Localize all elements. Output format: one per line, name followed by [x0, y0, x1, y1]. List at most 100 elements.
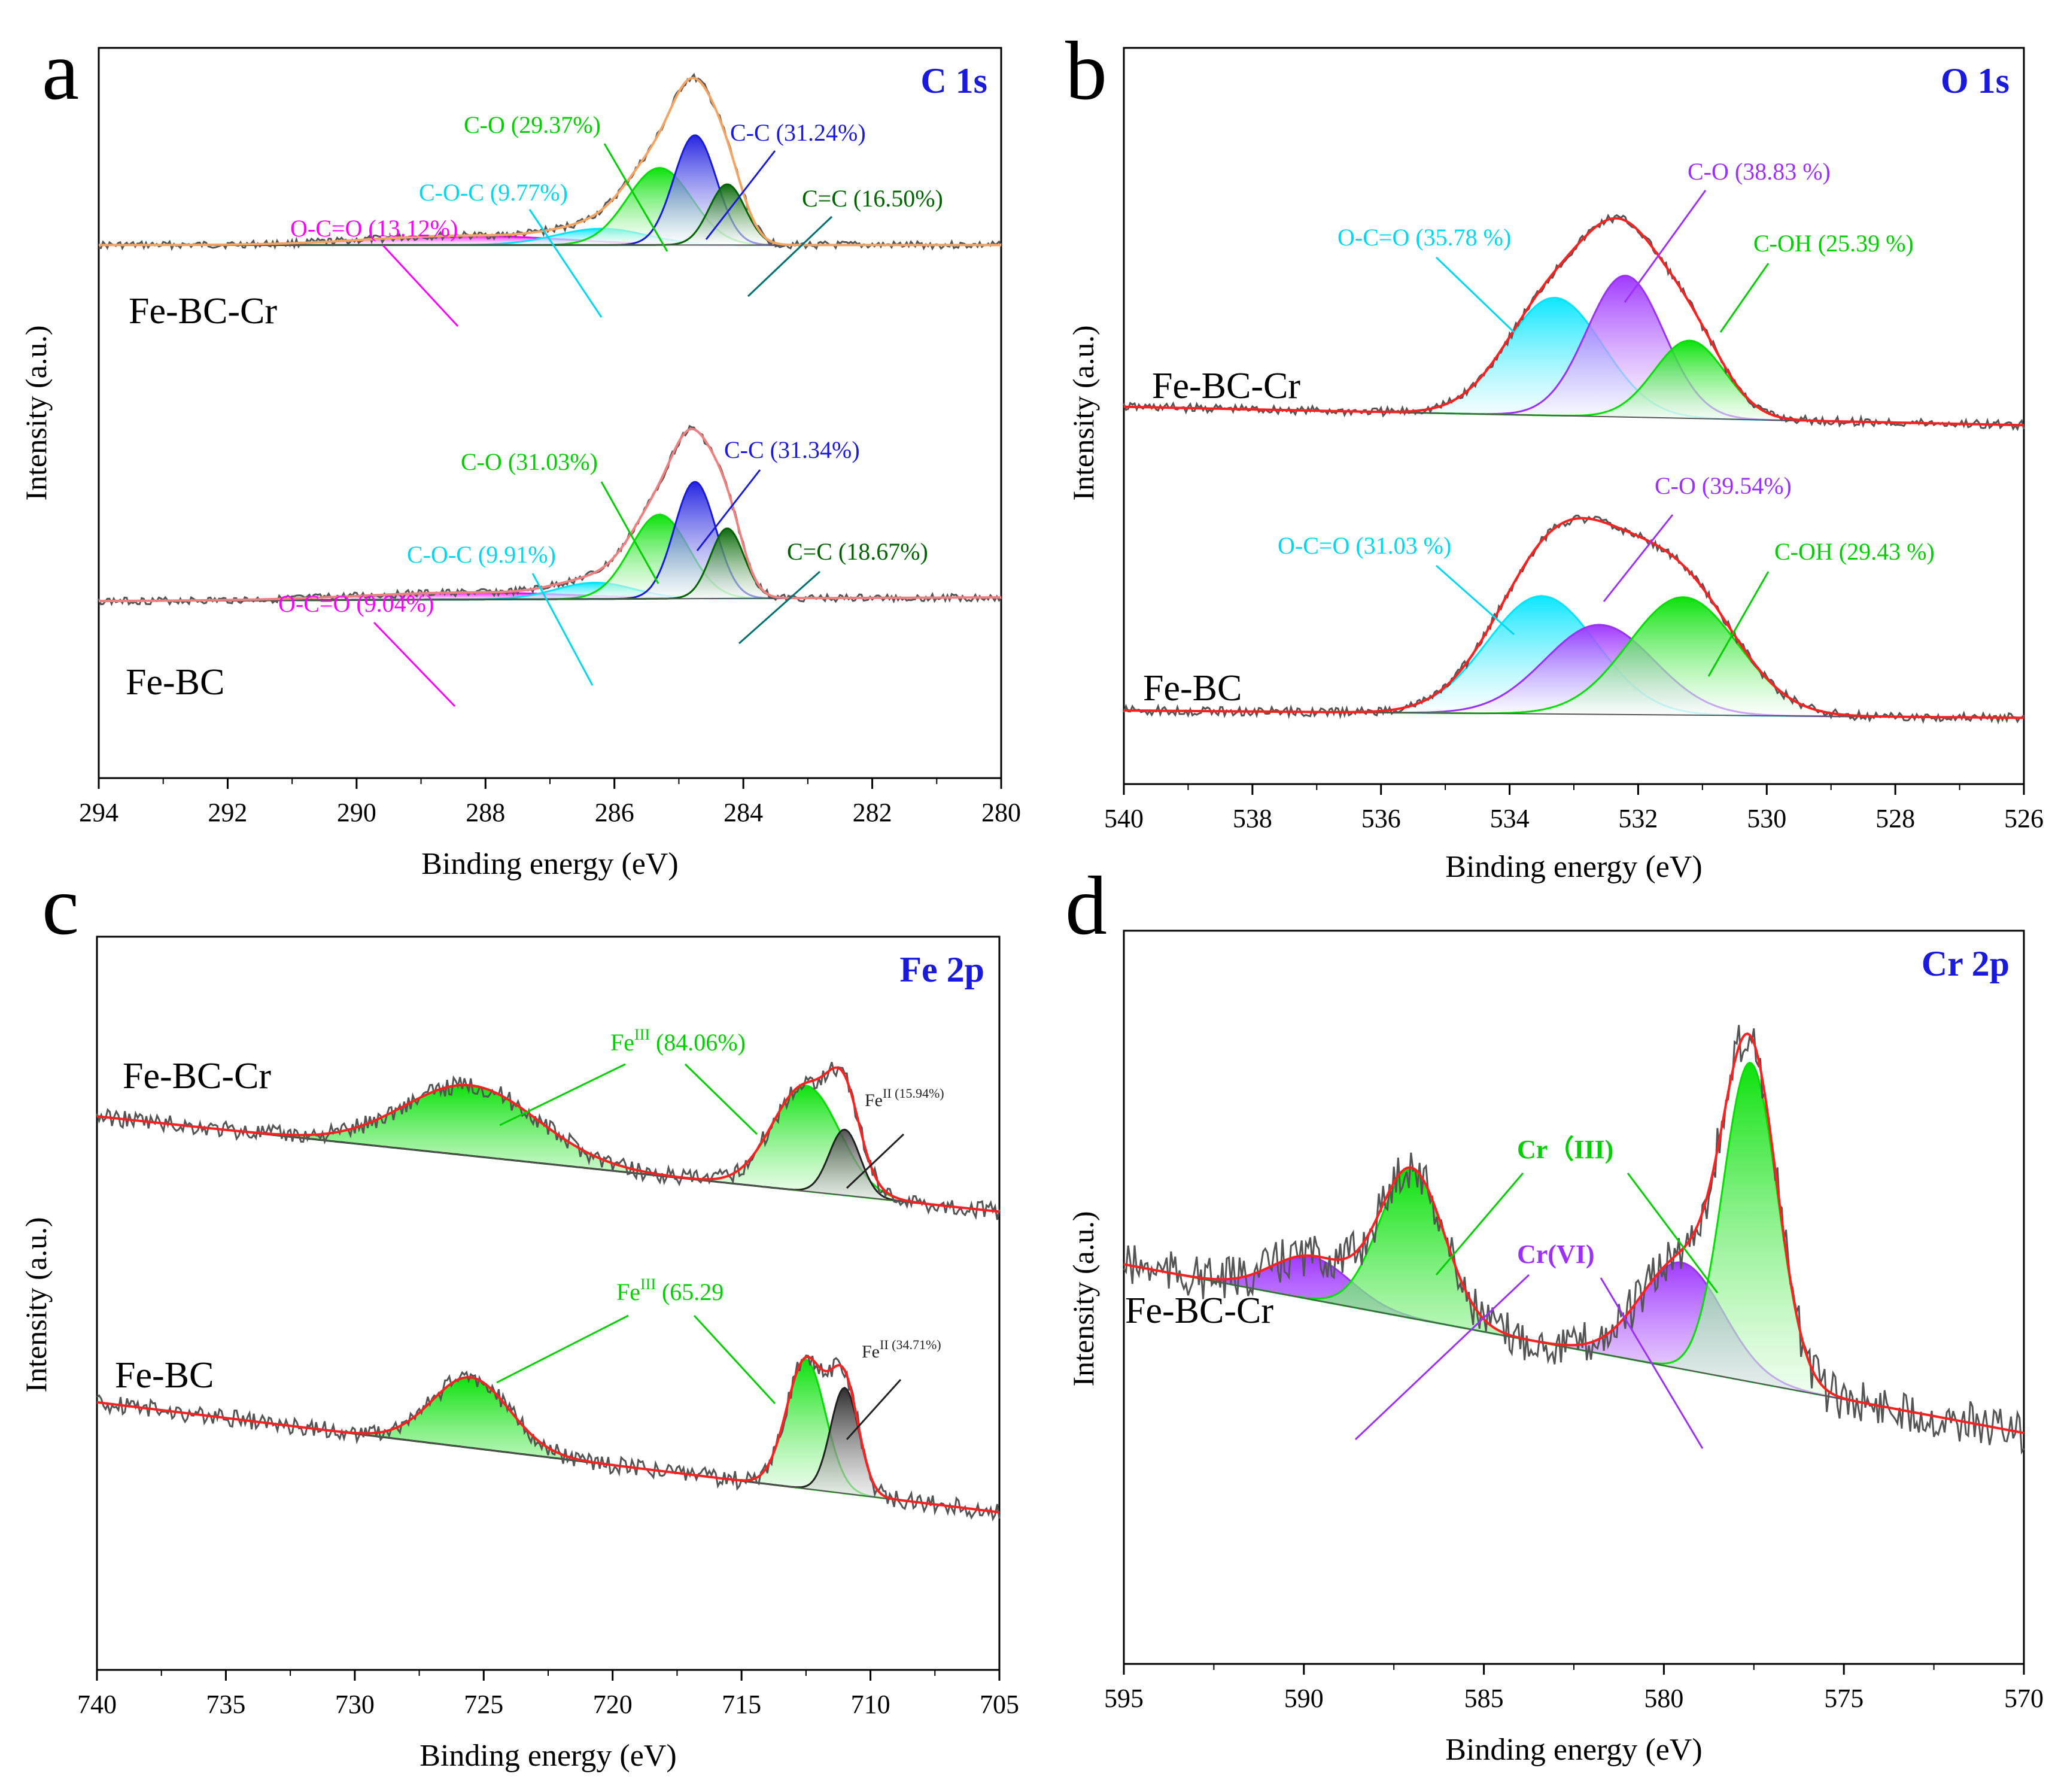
- fit-envelope-c-1: [96, 1355, 1000, 1514]
- plot-frame-c: [96, 936, 1001, 1671]
- annot-d-criii: Cr（III): [1517, 1135, 1613, 1164]
- component-fill-c-0-FeIII-2p3/2: [97, 1085, 999, 1212]
- x-tick-label-c-7: 705: [980, 1690, 1019, 1719]
- leader-a-1-co: [600, 481, 659, 584]
- fit-envelope-d-0: [1123, 1032, 2024, 1435]
- annot-c-0-fe3-val: (84.06%): [650, 1029, 746, 1056]
- x-tick-label-a-4: 286: [595, 798, 634, 827]
- annot-a-0-co: C-O (29.37%): [464, 111, 601, 138]
- x-tick-label-a-1: 292: [208, 798, 247, 827]
- x-tick-label-c-0: 740: [77, 1690, 117, 1719]
- panel-title-a: C 1s: [920, 61, 987, 101]
- annot-c-0-fe3: FeIII (84.06%): [610, 1026, 746, 1056]
- leader-a-0-co: [603, 143, 668, 252]
- leader-b-1-co: [1603, 514, 1674, 602]
- x-tick-label-c-2: 730: [335, 1690, 375, 1719]
- sample-label-d-0: Fe-BC-Cr: [1125, 1290, 1273, 1331]
- fit-envelope-b-0: [1123, 217, 2024, 427]
- component-fill-b-0-C-O: [1124, 275, 2024, 426]
- annot-c-0-fe3-sup: III: [634, 1026, 650, 1043]
- annot-a-1-cc: C-C (31.34%): [724, 436, 860, 463]
- leader-c-0-fe2: [846, 1133, 905, 1189]
- annot-a-1-coc: C-O-C (9.91%): [407, 541, 556, 568]
- annot-b-0-coh: C-OH (25.39 %): [1753, 230, 1914, 257]
- x-axis-label-d: Binding energy (eV): [1445, 1733, 1702, 1767]
- x-tick-label-b-1: 538: [1233, 804, 1272, 833]
- x-tick-label-c-4: 720: [593, 1690, 633, 1719]
- x-tick-label-b-5: 530: [1747, 804, 1786, 833]
- raw-spectrum-c-0: [96, 1062, 1001, 1220]
- sample-label-b-1: Fe-BC: [1143, 668, 1242, 709]
- x-tick-label-a-7: 280: [981, 798, 1021, 827]
- x-tick-label-a-3: 288: [466, 798, 505, 827]
- annot-b-1-ocdo: O-C=O (31.03 %): [1278, 532, 1451, 559]
- component-fill-c-0-FeIII-2p1/2: [97, 1085, 999, 1212]
- leader-a-0-cc: [705, 150, 776, 240]
- component-fill-d-0-CrIII-b: [1124, 1062, 2024, 1433]
- leader-b-0-ocdo: [1435, 256, 1515, 333]
- leader-b-1-coh: [1707, 571, 1770, 677]
- fit-envelope-a-0: [99, 77, 1001, 247]
- panel-letter-b: b: [1065, 25, 1107, 117]
- leader-a-1-coc: [531, 573, 594, 686]
- annotations-a: C-C (31.24%) C-O (29.37%) C-O-C (9.77%) …: [278, 111, 943, 707]
- annot-c-1-fe3: FeIII (65.29: [616, 1275, 724, 1305]
- annot-b-0-co: C-O (38.83 %): [1688, 158, 1831, 185]
- leader-a-1-cdc: [738, 570, 820, 645]
- panel-d-cr2p: d Cr 2p 595 590 585 580 575 570 Fe-BC-Cr Cr（I…: [1065, 859, 2044, 1767]
- panel-title-d: Cr 2p: [1922, 944, 2010, 983]
- raw-spectrum-d-0: [1123, 1025, 2025, 1455]
- annot-c-0-fe3-base: Fe: [610, 1029, 634, 1056]
- y-axis-label-c: Intensity (a.u.): [19, 1217, 53, 1393]
- x-tick-label-d-5: 570: [2004, 1684, 2044, 1713]
- annot-b-1-coh: C-OH (29.43 %): [1774, 538, 1935, 565]
- y-axis-label-d: Intensity (a.u.): [1066, 1211, 1100, 1387]
- raw-spectrum-c-1: [96, 1354, 1001, 1521]
- x-tick-label-c-5: 715: [722, 1690, 761, 1719]
- sample-label-b-0: Fe-BC-Cr: [1152, 366, 1300, 406]
- annot-b-0-ocdo: O-C=O (35.78 %): [1337, 224, 1511, 251]
- leader-c-0-fe3-b: [684, 1063, 758, 1135]
- annot-d-crvi: Cr(VI): [1517, 1240, 1595, 1269]
- fit-envelope-a-1: [99, 427, 1002, 603]
- leader-c-0-fe3-a: [499, 1063, 626, 1126]
- y-axis-label-a: Intensity (a.u.): [19, 326, 53, 501]
- leader-a-1-ocdo: [373, 621, 456, 707]
- x-tick-label-b-4: 532: [1618, 804, 1658, 833]
- leader-d-criii-a: [1435, 1173, 1524, 1275]
- leader-d-crvi-a: [1354, 1274, 1530, 1441]
- annot-c-1-fe3-val: (65.29: [656, 1278, 724, 1305]
- x-tick-label-d-2: 585: [1464, 1684, 1504, 1713]
- x-axis-label-b: Binding energy (eV): [1445, 850, 1702, 884]
- sample-label-a-1: Fe-BC: [126, 662, 224, 703]
- x-tick-label-d-1: 590: [1284, 1684, 1324, 1713]
- leader-b-1-ocdo: [1436, 564, 1515, 636]
- annot-a-0-cdc: C=C (16.50%): [802, 185, 943, 212]
- x-tick-label-b-0: 540: [1104, 804, 1144, 833]
- x-tick-label-a-2: 290: [337, 798, 376, 827]
- annotations-c: FeIII (84.06%) FeII (15.94%) FeIII (65.2…: [496, 1026, 944, 1441]
- x-tick-label-d-0: 595: [1104, 1684, 1144, 1713]
- annot-a-0-coc: C-O-C (9.77%): [419, 179, 568, 206]
- panel-title-c: Fe 2p: [899, 950, 984, 989]
- sample-label-a-0: Fe-BC-Cr: [129, 291, 277, 332]
- sample-label-c-1: Fe-BC: [115, 1355, 214, 1396]
- x-axis-label-a: Binding energy (eV): [421, 847, 678, 881]
- panel-c-fe2p: c Fe 2p 740 735 730 725 720 715 710 705 Fe-BC-C…: [19, 859, 1019, 1773]
- leader-d-criii-b: [1627, 1173, 1719, 1293]
- annot-c-0-fe2: FeII (15.94%): [865, 1086, 944, 1110]
- x-axis-label-c: Binding energy (eV): [419, 1739, 676, 1773]
- leader-b-0-co: [1624, 190, 1707, 303]
- x-tick-label-c-6: 710: [851, 1690, 890, 1719]
- leader-a-1-cc: [696, 469, 761, 551]
- annot-c-0-fe2-sup: II (15.94%): [883, 1086, 944, 1101]
- annot-a-0-cc: C-C (31.24%): [730, 119, 866, 146]
- x-tick-label-a-5: 284: [724, 798, 763, 827]
- x-tick-label-a-0: 294: [79, 798, 118, 827]
- leader-d-crvi-b: [1600, 1277, 1704, 1449]
- annot-a-1-cdc: C=C (18.67%): [787, 538, 928, 565]
- panel-a-c1s: a C 1s 294 292 290 288 286 284 282 280 Fe-BC-Cr…: [19, 25, 1021, 881]
- annotations-b: C-O (38.83 %) O-C=O (35.78 %) C-OH (25.3…: [1278, 158, 1935, 677]
- panel-title-b: O 1s: [1941, 61, 2010, 101]
